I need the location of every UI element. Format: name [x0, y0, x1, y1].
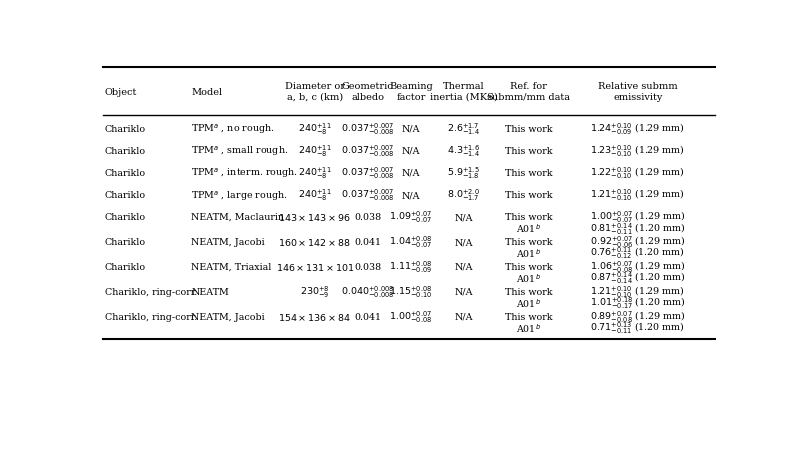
Text: $4.3^{+1.6}_{-1.4}$: $4.3^{+1.6}_{-1.4}$ [447, 144, 480, 159]
Text: N/A: N/A [454, 238, 472, 247]
Text: $240^{+11}_{-8}$: $240^{+11}_{-8}$ [298, 188, 332, 203]
Text: $1.00^{+0.07}_{-0.07}$ (1.29 mm): $1.00^{+0.07}_{-0.07}$ (1.29 mm) [590, 210, 685, 225]
Text: This work: This work [504, 263, 552, 272]
Text: $0.037^{+0.007}_{-0.008}$: $0.037^{+0.007}_{-0.008}$ [341, 122, 394, 137]
Text: TPM$^a$ , no rough.: TPM$^a$ , no rough. [192, 122, 275, 136]
Text: Chariklo: Chariklo [105, 169, 146, 178]
Text: $2.6^{+1.7}_{-1.4}$: $2.6^{+1.7}_{-1.4}$ [447, 122, 480, 137]
Text: $1.23^{+0.10}_{-0.10}$ (1.29 mm): $1.23^{+0.10}_{-0.10}$ (1.29 mm) [591, 144, 685, 159]
Text: This work: This work [504, 288, 552, 297]
Text: Chariklo: Chariklo [105, 125, 146, 134]
Text: $1.04^{+0.08}_{-0.07}$: $1.04^{+0.08}_{-0.07}$ [389, 235, 433, 250]
Text: N/A: N/A [454, 213, 472, 222]
Text: $0.81^{+0.14}_{-0.11}$ (1.20 mm): $0.81^{+0.14}_{-0.11}$ (1.20 mm) [591, 221, 685, 236]
Text: N/A: N/A [401, 147, 420, 156]
Text: Geometric
albedo: Geometric albedo [342, 83, 393, 102]
Text: Ref. for
submm/mm data: Ref. for submm/mm data [487, 83, 570, 102]
Text: NEATM: NEATM [192, 288, 229, 297]
Text: $1.22^{+0.10}_{-0.10}$ (1.29 mm): $1.22^{+0.10}_{-0.10}$ (1.29 mm) [591, 166, 685, 181]
Text: $1.00^{+0.07}_{-0.08}$: $1.00^{+0.07}_{-0.08}$ [389, 310, 433, 325]
Text: Chariklo: Chariklo [105, 191, 146, 200]
Text: N/A: N/A [454, 313, 472, 322]
Text: Beaming
factor: Beaming factor [389, 83, 433, 102]
Text: TPM$^a$ , large rough.: TPM$^a$ , large rough. [192, 189, 288, 202]
Text: $0.040^{+0.008}_{-0.008}$: $0.040^{+0.008}_{-0.008}$ [341, 285, 394, 300]
Text: N/A: N/A [401, 125, 420, 134]
Text: Object: Object [105, 88, 137, 97]
Text: $0.037^{+0.007}_{-0.008}$: $0.037^{+0.007}_{-0.008}$ [341, 166, 394, 181]
Text: $143 \times 143 \times 96$: $143 \times 143 \times 96$ [279, 212, 351, 223]
Text: N/A: N/A [454, 288, 472, 297]
Text: 0.041: 0.041 [354, 313, 381, 322]
Text: This work: This work [504, 147, 552, 156]
Text: $160 \times 142 \times 88$: $160 \times 142 \times 88$ [279, 237, 351, 248]
Text: 0.038: 0.038 [354, 213, 381, 222]
Text: $1.21^{+0.10}_{-0.10}$ (1.29 mm): $1.21^{+0.10}_{-0.10}$ (1.29 mm) [591, 285, 685, 300]
Text: Chariklo: Chariklo [105, 263, 146, 272]
Text: $1.11^{+0.08}_{-0.09}$: $1.11^{+0.08}_{-0.09}$ [389, 260, 433, 275]
Text: $240^{+11}_{-8}$: $240^{+11}_{-8}$ [298, 122, 332, 137]
Text: $240^{+11}_{-8}$: $240^{+11}_{-8}$ [298, 144, 332, 159]
Text: $240^{+11}_{-8}$: $240^{+11}_{-8}$ [298, 166, 332, 181]
Text: $1.15^{+0.08}_{-0.10}$: $1.15^{+0.08}_{-0.10}$ [389, 285, 433, 300]
Text: $1.06^{+0.07}_{-0.08}$ (1.29 mm): $1.06^{+0.07}_{-0.08}$ (1.29 mm) [590, 260, 685, 275]
Text: A01$^b$: A01$^b$ [516, 297, 541, 310]
Text: $8.0^{+2.0}_{-1.7}$: $8.0^{+2.0}_{-1.7}$ [447, 188, 480, 203]
Text: This work: This work [504, 169, 552, 178]
Text: A01$^b$: A01$^b$ [516, 322, 541, 335]
Text: Chariklo, ring-corr.: Chariklo, ring-corr. [105, 313, 197, 322]
Text: TPM$^a$ , interm. rough.: TPM$^a$ , interm. rough. [192, 167, 298, 180]
Text: A01$^b$: A01$^b$ [516, 223, 541, 235]
Text: NEATM, Jacobi: NEATM, Jacobi [192, 238, 265, 247]
Text: This work: This work [504, 213, 552, 222]
Text: A01$^b$: A01$^b$ [516, 247, 541, 260]
Text: $230^{+8}_{-9}$: $230^{+8}_{-9}$ [300, 285, 330, 300]
Text: This work: This work [504, 191, 552, 200]
Text: N/A: N/A [454, 263, 472, 272]
Text: Thermal
inertia (MKS): Thermal inertia (MKS) [429, 83, 497, 102]
Text: TPM$^a$ , small rough.: TPM$^a$ , small rough. [192, 145, 289, 158]
Text: $5.9^{+1.5}_{-1.8}$: $5.9^{+1.5}_{-1.8}$ [447, 166, 480, 181]
Text: N/A: N/A [401, 191, 420, 200]
Text: 0.038: 0.038 [354, 263, 381, 272]
Text: This work: This work [504, 313, 552, 322]
Text: $1.09^{+0.07}_{-0.07}$: $1.09^{+0.07}_{-0.07}$ [389, 210, 433, 225]
Text: $0.037^{+0.007}_{-0.008}$: $0.037^{+0.007}_{-0.008}$ [341, 144, 394, 159]
Text: Model: Model [192, 88, 223, 97]
Text: Chariklo: Chariklo [105, 213, 146, 222]
Text: This work: This work [504, 125, 552, 134]
Text: $1.21^{+0.10}_{-0.10}$ (1.29 mm): $1.21^{+0.10}_{-0.10}$ (1.29 mm) [591, 188, 685, 203]
Text: Chariklo: Chariklo [105, 147, 146, 156]
Text: $1.24^{+0.10}_{-0.09}$ (1.29 mm): $1.24^{+0.10}_{-0.09}$ (1.29 mm) [591, 122, 685, 137]
Text: NEATM, Triaxial: NEATM, Triaxial [192, 263, 271, 272]
Text: $1.01^{+0.18}_{-0.17}$ (1.20 mm): $1.01^{+0.18}_{-0.17}$ (1.20 mm) [590, 296, 685, 311]
Text: $0.037^{+0.007}_{-0.008}$: $0.037^{+0.007}_{-0.008}$ [341, 188, 394, 203]
Text: N/A: N/A [401, 169, 420, 178]
Text: $154 \times 136 \times 84$: $154 \times 136 \times 84$ [279, 312, 352, 323]
Text: NEATM, Maclaurin: NEATM, Maclaurin [192, 213, 284, 222]
Text: 0.041: 0.041 [354, 238, 381, 247]
Text: $0.89^{+0.07}_{-0.08}$ (1.29 mm): $0.89^{+0.07}_{-0.08}$ (1.29 mm) [591, 310, 685, 325]
Text: $0.76^{+0.11}_{-0.12}$ (1.20 mm): $0.76^{+0.11}_{-0.12}$ (1.20 mm) [591, 246, 685, 262]
Text: Diameter or
a, b, c (km): Diameter or a, b, c (km) [285, 83, 345, 102]
Text: A01$^b$: A01$^b$ [516, 273, 541, 285]
Text: NEATM, Jacobi: NEATM, Jacobi [192, 313, 265, 322]
Text: $0.71^{+0.13}_{-0.11}$ (1.20 mm): $0.71^{+0.13}_{-0.11}$ (1.20 mm) [591, 321, 685, 336]
Text: Relative submm
emissivity: Relative submm emissivity [598, 83, 678, 102]
Text: Chariklo, ring-corr.: Chariklo, ring-corr. [105, 288, 197, 297]
Text: $0.92^{+0.07}_{-0.06}$ (1.29 mm): $0.92^{+0.07}_{-0.06}$ (1.29 mm) [590, 235, 685, 250]
Text: $146 \times 131 \times 101$: $146 \times 131 \times 101$ [275, 262, 354, 273]
Text: $0.87^{+0.14}_{-0.14}$ (1.20 mm): $0.87^{+0.14}_{-0.14}$ (1.20 mm) [591, 271, 685, 286]
Text: Chariklo: Chariklo [105, 238, 146, 247]
Text: This work: This work [504, 238, 552, 247]
